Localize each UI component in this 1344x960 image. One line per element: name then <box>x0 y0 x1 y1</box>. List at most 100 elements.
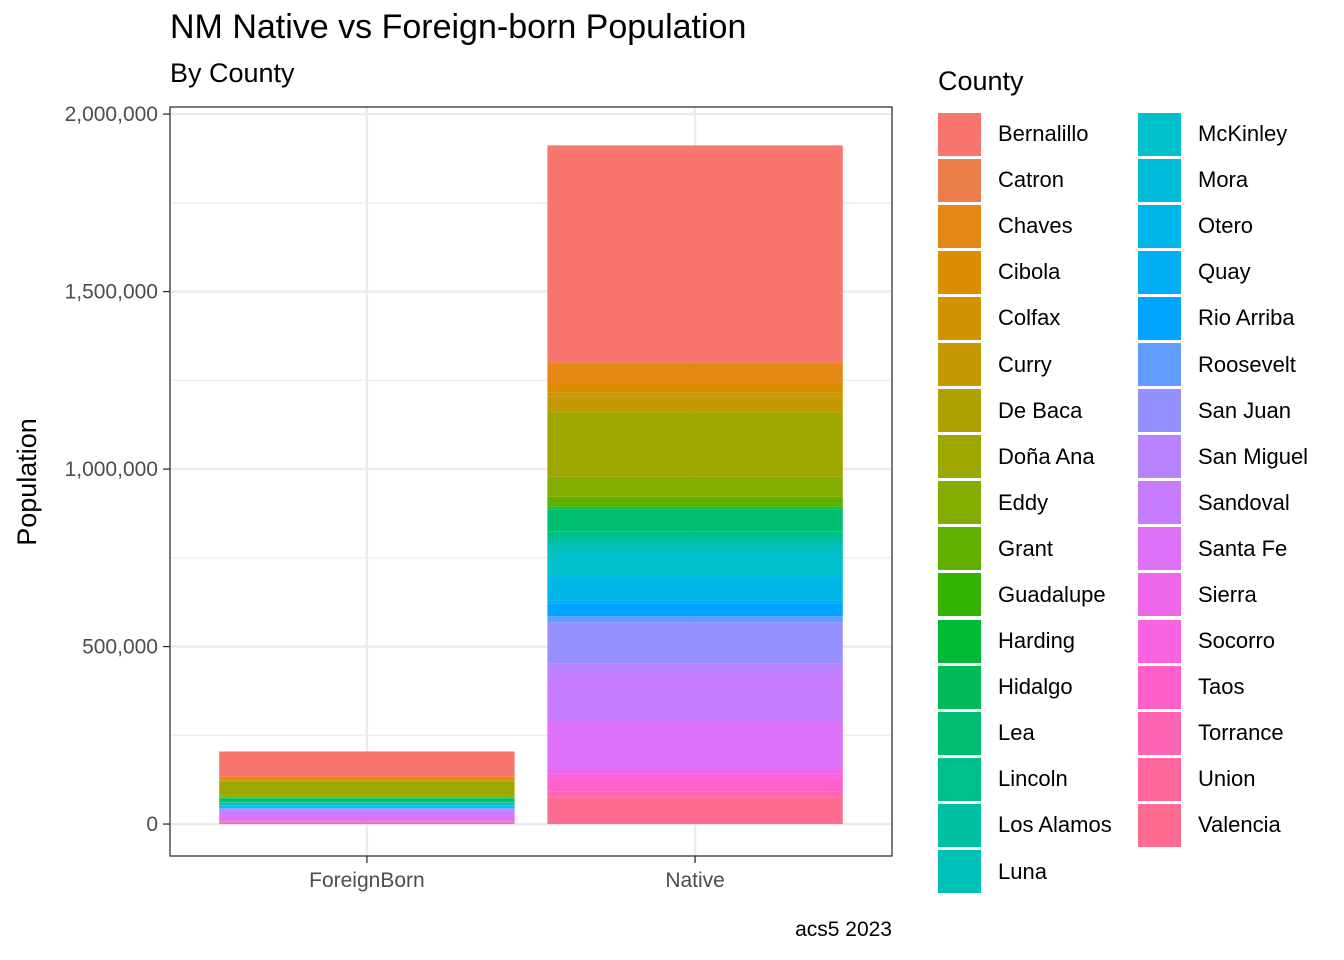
legend-color-key <box>938 250 981 294</box>
legend-label: De Baca <box>998 397 1083 423</box>
legend-title: County <box>938 66 1024 96</box>
legend-color-key <box>1138 343 1181 387</box>
legend-color-key <box>1138 803 1181 847</box>
legend-color-key <box>938 112 981 156</box>
chart-plot: Valencia: 5000Union: 100Torrance: 700Tao… <box>12 103 893 892</box>
legend: County Bernalillo Catron Chaves Cibola Colfa… <box>938 66 1328 895</box>
x-tick-label: Native <box>665 869 725 892</box>
bar-segment-hidalgo: Hidalgo: 3500 <box>547 508 843 510</box>
legend-color-key <box>938 389 981 433</box>
legend-label: Torrance <box>1198 720 1284 746</box>
chart-subtitle: By County <box>170 58 295 88</box>
bar-segment-guadalupe: Guadalupe: 4300 <box>547 506 843 508</box>
legend-label: Lea <box>998 720 1035 746</box>
bar-segment-lea: Lea: 62000 <box>547 509 843 532</box>
legend-label: Socorro <box>1198 628 1276 654</box>
legend-item: Curry <box>938 341 1138 387</box>
bar-segment-roosevelt: Roosevelt: 17000 <box>547 616 843 623</box>
legend-item: Sandoval <box>1138 480 1328 526</box>
legend-label: Guadalupe <box>998 581 1106 607</box>
bar-segment-chaves: Chaves: 56000 <box>547 363 843 384</box>
legend-color-key <box>1138 435 1181 479</box>
bar-segment-colfax: Colfax: 11500 <box>547 392 843 397</box>
bar-segment-taos: Taos: 33000 <box>547 779 843 792</box>
legend-color-key <box>938 481 981 525</box>
legend-color-key <box>1138 619 1181 663</box>
legend-color-key <box>938 158 981 202</box>
bar-segment-rio-arriba: Rio Arriba: 2500 <box>219 807 515 809</box>
legend-color-key <box>938 850 981 894</box>
legend-color-key <box>1138 112 1181 156</box>
legend-label: Cibola <box>998 259 1061 285</box>
legend-color-key <box>1138 158 1181 202</box>
bar-segment-do-a-ana: Doña Ana: 181000 <box>547 412 843 477</box>
legend-label: Sandoval <box>1198 489 1290 515</box>
legend-item: Doña Ana <box>938 434 1138 480</box>
bar-segment-torrance: Torrance: 14500 <box>547 791 843 797</box>
bar-segment-los-alamos: Los Alamos: 17000 <box>547 538 843 545</box>
legend-item: Otero <box>1138 203 1328 249</box>
bar-segment-mckinley: McKinley: 69000 <box>547 551 843 576</box>
bar-segment-san-miguel: San Miguel: 26000 <box>547 663 843 674</box>
legend-color-key <box>938 296 981 340</box>
legend-color-key <box>1138 665 1181 709</box>
legend-label: Bernalillo <box>998 121 1089 147</box>
legend-item: Grant <box>938 526 1138 572</box>
legend-label: Taos <box>1198 674 1245 700</box>
legend-item: San Juan <box>1138 388 1328 434</box>
bar-segment-mora: Mora: 4100 <box>547 575 843 578</box>
legend-label: Harding <box>998 628 1076 654</box>
legend-item: Santa Fe <box>1138 526 1328 572</box>
legend-item: Valencia <box>1138 802 1328 848</box>
legend-item: Quay <box>1138 249 1328 295</box>
bar-segment-roosevelt: Roosevelt: 1600 <box>219 808 515 809</box>
bar-segment-eddy: Eddy: 56000 <box>547 476 843 497</box>
bar-segment-do-a-ana: Doña Ana: 39000 <box>219 781 515 796</box>
legend-item: Eddy <box>938 480 1138 526</box>
bar-segment-sierra: Sierra: 11000 <box>547 769 843 774</box>
bar-segment-mckinley: McKinley: 1600 <box>219 805 515 806</box>
legend-label: Mora <box>1198 167 1249 193</box>
legend-label: Hidalgo <box>998 674 1073 700</box>
bar-segment-san-juan: San Juan: 4000 <box>219 808 515 811</box>
bar-segment-grant: Grant: 27000 <box>547 496 843 507</box>
legend-item: Socorro <box>1138 618 1328 664</box>
legend-item: Union <box>1138 756 1328 802</box>
legend-item: Rio Arriba <box>1138 295 1328 341</box>
legend-label: Union <box>1198 766 1256 792</box>
legend-color-key <box>938 435 981 479</box>
bar-segment-union: Union: 3900 <box>547 796 843 798</box>
bar-segment-lincoln: Lincoln: 19000 <box>547 531 843 539</box>
legend-color-key <box>1138 711 1181 755</box>
legend-item: Taos <box>1138 664 1328 710</box>
legend-item: Sierra <box>1138 572 1328 618</box>
legend-label: San Juan <box>1198 397 1291 423</box>
legend-label: Chaves <box>998 213 1073 239</box>
bar-segment-valencia: Valencia: 74000 <box>547 797 843 825</box>
chart-caption: acs5 2023 <box>795 918 892 941</box>
bar-segment-sandoval: Sandoval: 135000 <box>547 673 843 721</box>
legend-item: Mora <box>1138 157 1328 203</box>
bar-segment-curry: Curry: 3500 <box>219 780 515 782</box>
legend-color-key <box>1138 250 1181 294</box>
bar-segment-lea: Lea: 12000 <box>219 798 515 803</box>
bars: Valencia: 5000Union: 100Torrance: 700Tao… <box>219 145 843 825</box>
legend-label: San Miguel <box>1198 443 1309 469</box>
legend-item: De Baca <box>938 388 1138 434</box>
legend-label: Grant <box>998 535 1054 561</box>
legend-color-key <box>1138 481 1181 525</box>
x-tick-label: ForeignBorn <box>309 869 425 892</box>
legend-color-key <box>1138 296 1181 340</box>
legend-label: Otero <box>1198 213 1254 239</box>
bar-segment-san-juan: San Juan: 117000 <box>547 622 843 664</box>
bar-segment-los-alamos: Los Alamos: 2200 <box>219 802 515 804</box>
legend-label: Eddy <box>998 489 1049 515</box>
legend-color-key <box>938 619 981 663</box>
bar-segment-socorro: Socorro: 16000 <box>547 773 843 780</box>
bar-segment-otero: Otero: 64000 <box>547 577 843 601</box>
legend-label: Luna <box>998 858 1047 884</box>
legend-label: Doña Ana <box>998 443 1095 469</box>
legend-item: San Miguel <box>1138 434 1328 480</box>
legend-color-key <box>938 343 981 387</box>
y-tick-label: 2,000,000 <box>65 103 158 126</box>
